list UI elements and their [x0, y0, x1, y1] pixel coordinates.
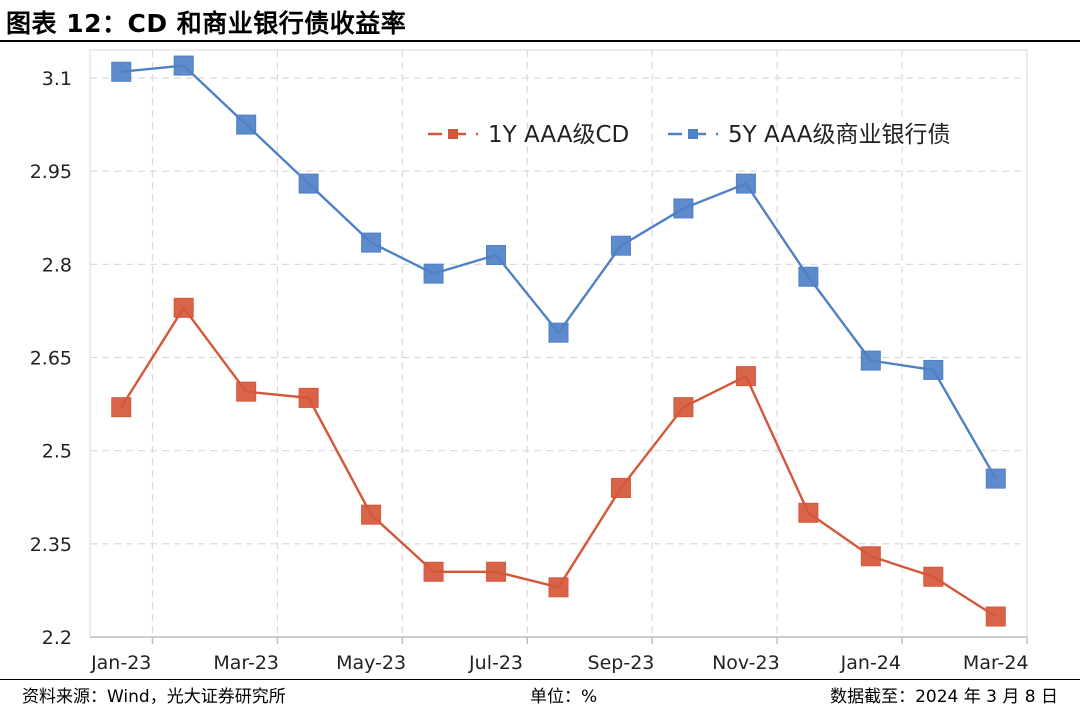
- series-2-point: [361, 232, 382, 253]
- series-2-point: [610, 235, 631, 256]
- series-1-point: [361, 504, 382, 525]
- series-2-point: [735, 173, 756, 194]
- legend-item-1: 1Y AAA级CD: [428, 122, 629, 148]
- chart-title: 图表 12：CD 和商业银行债收益率: [6, 9, 407, 38]
- x-tick-label: Jan-23: [90, 652, 151, 674]
- y-tick-label: 2.5: [42, 441, 72, 463]
- series-1-point: [111, 397, 132, 418]
- series-1-point: [548, 577, 569, 598]
- series-1-point: [985, 606, 1006, 627]
- axes: 2.2 2.35 2.5 2.65 2.8 2.95 3.1 Jan-23 Mar-23 May-…: [30, 68, 1029, 674]
- x-tick-label: May-23: [336, 652, 406, 674]
- series-2-point: [985, 468, 1006, 489]
- y-tick-label: 2.95: [30, 161, 72, 183]
- series-2-point: [423, 263, 444, 284]
- series-1-point: [236, 381, 257, 402]
- series-1-point: [735, 366, 756, 387]
- x-tick-label: Jan-24: [840, 652, 901, 674]
- series-2-point: [860, 350, 881, 371]
- legend-marker: [688, 129, 698, 139]
- series-2-point: [548, 322, 569, 343]
- unit-note: 单位：%: [530, 687, 598, 707]
- y-tick-label: 2.8: [42, 254, 72, 276]
- footer-divider: [0, 679, 1080, 680]
- series-2-point: [923, 359, 944, 380]
- series-1-point: [486, 561, 507, 582]
- x-tick-label: Mar-24: [963, 652, 1029, 674]
- legend-item-2: 5Y AAA级商业银行债: [668, 122, 950, 148]
- x-tick-label: Jul-23: [468, 652, 523, 674]
- series-layer: [111, 55, 1006, 627]
- series-2-point: [486, 245, 507, 266]
- legend-label: 1Y AAA级CD: [488, 122, 629, 148]
- y-tick-label: 2.65: [30, 348, 72, 370]
- y-tick-label: 2.35: [30, 534, 72, 556]
- x-tick-label: Mar-23: [213, 652, 279, 674]
- legend-marker: [448, 129, 458, 139]
- series-2-point: [236, 114, 257, 135]
- title-divider: [0, 40, 1080, 42]
- series-1-point: [610, 477, 631, 498]
- series-1-point: [673, 397, 694, 418]
- y-tick-label: 3.1: [42, 68, 72, 90]
- source-note: 资料来源：Wind，光大证券研究所: [22, 687, 286, 707]
- x-tick-label: Nov-23: [712, 652, 780, 674]
- series-1-point: [923, 566, 944, 587]
- legend: 1Y AAA级CD 5Y AAA级商业银行债: [428, 122, 950, 148]
- y-tick-label: 2.2: [42, 627, 72, 649]
- x-tick-label: Sep-23: [588, 652, 655, 674]
- series-1-point: [173, 297, 194, 318]
- series-1-point: [798, 502, 819, 523]
- series-2-point: [173, 55, 194, 76]
- series-1-point: [423, 561, 444, 582]
- date-note: 数据截至：2024 年 3 月 8 日: [830, 687, 1058, 707]
- series-1-point: [298, 387, 319, 408]
- legend-label: 5Y AAA级商业银行债: [728, 122, 950, 148]
- series-2-point: [673, 198, 694, 219]
- series-2-point: [111, 61, 132, 82]
- series-2-point: [298, 173, 319, 194]
- series-2-point: [798, 266, 819, 287]
- line-chart: 2.2 2.35 2.5 2.65 2.8 2.95 3.1 Jan-23 Mar-23 May-…: [30, 49, 1029, 674]
- series-1-point: [860, 546, 881, 567]
